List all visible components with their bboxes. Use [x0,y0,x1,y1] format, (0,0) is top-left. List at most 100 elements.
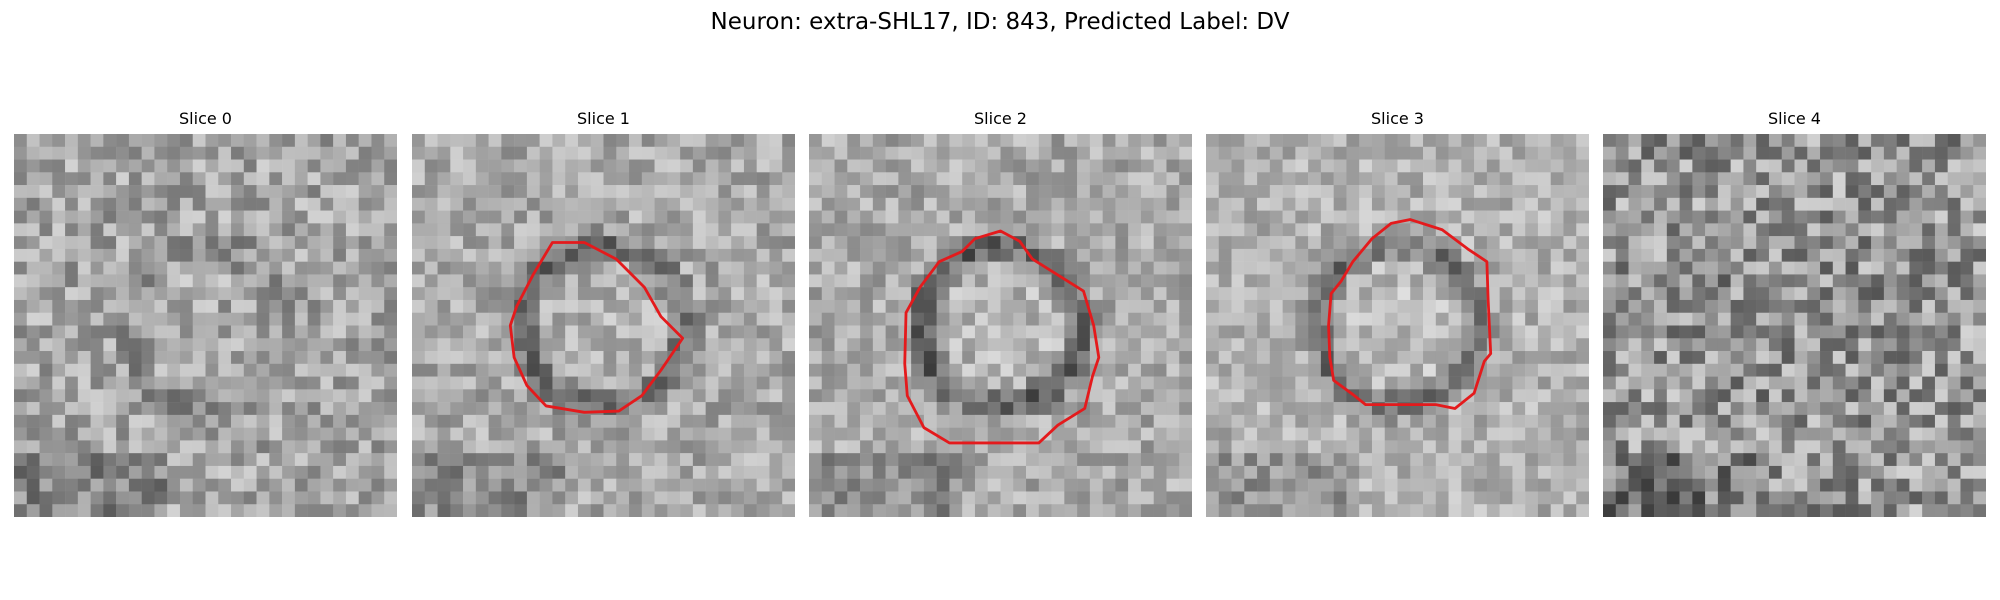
image-pixel [1820,491,1834,505]
image-pixel [860,338,874,352]
image-pixel [1896,248,1910,262]
slice-panel-3: Slice 3 [1206,108,1589,518]
image-pixel [437,351,451,365]
image-pixel [294,159,308,173]
image-pixel [412,504,426,517]
image-pixel [1499,210,1513,224]
image-pixel [1371,172,1385,186]
image-pixel [526,478,540,492]
image-pixel [1628,504,1642,517]
image-pixel [1179,134,1192,148]
image-pixel [1858,248,1872,262]
image-pixel [1883,261,1897,275]
image-pixel [1140,465,1154,479]
image-pixel [1153,414,1167,428]
image-pixel [911,504,925,517]
image-pixel [1781,134,1795,148]
image-pixel [1474,389,1488,403]
image-pixel [1756,389,1770,403]
image-pixel [565,223,579,237]
image-pixel [834,146,848,160]
image-pixel [1166,389,1180,403]
image-pixel [821,376,835,390]
image-pixel [1359,134,1373,148]
image-pixel [1206,465,1220,479]
image-pixel [923,134,937,148]
image-pixel [243,338,257,352]
image-pixel [577,287,591,301]
slice-title: Slice 0 [179,109,232,128]
image-pixel [358,287,372,301]
image-pixel [743,223,757,237]
image-pixel [1140,440,1154,454]
image-pixel [358,504,372,517]
image-pixel [1781,453,1795,467]
image-pixel [1896,236,1910,250]
image-pixel [1730,465,1744,479]
image-pixel [65,146,79,160]
image-pixel [667,325,681,339]
image-pixel [1820,172,1834,186]
image-pixel [218,325,232,339]
image-pixel [539,146,553,160]
image-pixel [167,491,181,505]
image-pixel [1206,172,1220,186]
image-pixel [911,185,925,199]
image-pixel [384,312,397,326]
image-pixel [26,363,40,377]
image-pixel [872,504,886,517]
image-pixel [116,134,130,148]
image-pixel [1115,325,1129,339]
image-pixel [26,427,40,441]
image-pixel [1346,363,1360,377]
image-pixel [450,274,464,288]
image-pixel [936,172,950,186]
image-pixel [1410,325,1424,339]
image-pixel [641,236,655,250]
image-pixel [14,197,28,211]
image-pixel [962,351,976,365]
image-pixel [1474,223,1488,237]
image-pixel [116,338,130,352]
image-pixel [1333,351,1347,365]
image-pixel [705,312,719,326]
image-pixel [705,287,719,301]
image-pixel [269,248,283,262]
image-pixel [77,159,91,173]
image-pixel [231,453,245,467]
image-pixel [1832,389,1846,403]
image-pixel [1909,210,1923,224]
image-pixel [809,287,823,301]
image-pixel [1743,363,1757,377]
image-pixel [1666,465,1680,479]
image-pixel [1654,172,1668,186]
image-pixel [782,287,795,301]
image-pixel [384,453,397,467]
image-pixel [1705,274,1719,288]
image-pixel [1166,351,1180,365]
image-pixel [39,236,53,250]
image-pixel [1973,478,1986,492]
image-pixel [1705,478,1719,492]
image-pixel [1308,197,1322,211]
image-pixel [1128,453,1142,467]
image-pixel [1794,376,1808,390]
image-pixel [358,172,372,186]
image-pixel [1166,287,1180,301]
image-pixel [1537,338,1551,352]
image-pixel [1973,299,1986,313]
image-pixel [1231,491,1245,505]
image-pixel [1947,210,1961,224]
image-pixel [1973,287,1986,301]
image-pixel [39,427,53,441]
image-pixel [1077,223,1091,237]
image-pixel [1871,197,1885,211]
image-pixel [450,299,464,313]
image-pixel [911,491,925,505]
image-pixel [1922,223,1936,237]
image-pixel [1295,159,1309,173]
image-pixel [1845,299,1859,313]
image-pixel [1051,478,1065,492]
image-pixel [1244,287,1258,301]
image-pixel [809,427,823,441]
